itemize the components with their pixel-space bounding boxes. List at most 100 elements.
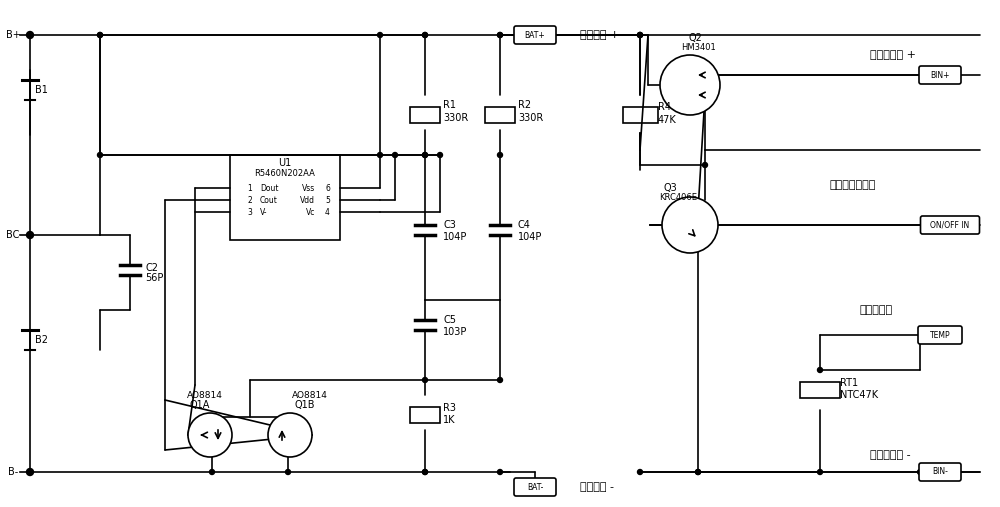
Circle shape — [188, 413, 232, 457]
Circle shape — [498, 32, 503, 38]
Bar — [800, 382, 840, 398]
Text: Q1A: Q1A — [190, 400, 210, 410]
Text: C2: C2 — [145, 263, 158, 273]
Text: Q3: Q3 — [663, 183, 677, 193]
Circle shape — [638, 32, 642, 38]
Text: 温度检测脚: 温度检测脚 — [860, 305, 893, 315]
Bar — [485, 107, 515, 123]
Text: U1: U1 — [278, 158, 292, 168]
Circle shape — [210, 469, 215, 475]
Text: Vdd: Vdd — [300, 196, 315, 204]
Bar — [410, 107, 440, 123]
Text: 103P: 103P — [443, 327, 467, 337]
FancyBboxPatch shape — [920, 216, 979, 234]
Text: 6: 6 — [325, 184, 330, 193]
Circle shape — [422, 378, 428, 382]
Text: RT1: RT1 — [840, 378, 858, 388]
Text: 1K: 1K — [443, 415, 456, 425]
Circle shape — [422, 469, 428, 475]
Circle shape — [638, 32, 642, 38]
Circle shape — [286, 469, 291, 475]
Text: ON/OFF IN: ON/OFF IN — [930, 221, 970, 230]
Circle shape — [378, 32, 383, 38]
Text: 47K: 47K — [658, 115, 677, 125]
Circle shape — [392, 153, 398, 158]
Text: B1: B1 — [35, 85, 48, 95]
Text: 1: 1 — [247, 184, 252, 193]
Text: B-: B- — [8, 467, 18, 477]
Circle shape — [422, 469, 428, 475]
Text: 56P: 56P — [145, 273, 163, 283]
Text: NTC47K: NTC47K — [840, 390, 878, 400]
Text: R3: R3 — [443, 403, 456, 413]
Text: Q2: Q2 — [688, 33, 702, 43]
Circle shape — [817, 368, 822, 373]
Circle shape — [27, 31, 34, 39]
Text: KRC406E: KRC406E — [659, 193, 697, 201]
Text: BAT-: BAT- — [527, 483, 543, 491]
Circle shape — [498, 153, 503, 158]
Text: 2: 2 — [247, 196, 252, 204]
Circle shape — [638, 32, 642, 38]
Text: AO8814: AO8814 — [187, 390, 223, 400]
Circle shape — [98, 153, 103, 158]
Circle shape — [28, 32, 33, 38]
Circle shape — [917, 469, 922, 475]
Text: 电池充电口 -: 电池充电口 - — [870, 450, 911, 460]
Circle shape — [422, 32, 428, 38]
FancyBboxPatch shape — [514, 478, 556, 496]
Text: V-: V- — [260, 207, 268, 216]
Text: R4: R4 — [658, 102, 671, 112]
Circle shape — [27, 468, 34, 476]
Text: BAT+: BAT+ — [525, 30, 545, 40]
Circle shape — [696, 469, 700, 475]
Text: AO8814: AO8814 — [292, 390, 328, 400]
Text: C5: C5 — [443, 315, 456, 325]
Text: HM3401: HM3401 — [681, 43, 715, 52]
Circle shape — [27, 232, 34, 238]
Circle shape — [498, 469, 503, 475]
Text: 控制脚接正打开: 控制脚接正打开 — [830, 180, 876, 190]
Text: C4: C4 — [518, 220, 531, 230]
Circle shape — [498, 378, 503, 382]
Circle shape — [422, 153, 428, 158]
Text: C3: C3 — [443, 220, 456, 230]
Circle shape — [817, 469, 822, 475]
Circle shape — [98, 32, 103, 38]
Circle shape — [268, 413, 312, 457]
Text: 电池输出 +: 电池输出 + — [580, 30, 619, 40]
Text: 5: 5 — [325, 196, 330, 204]
Text: 330R: 330R — [443, 113, 468, 123]
Bar — [410, 407, 440, 423]
Text: 104P: 104P — [443, 232, 467, 242]
Bar — [230, 155, 340, 240]
Text: B2: B2 — [35, 335, 48, 345]
Circle shape — [660, 55, 720, 115]
Circle shape — [422, 32, 428, 38]
FancyBboxPatch shape — [514, 26, 556, 44]
Text: R5460N202AA: R5460N202AA — [255, 168, 315, 177]
Circle shape — [378, 153, 383, 158]
Circle shape — [98, 32, 103, 38]
Circle shape — [28, 469, 33, 475]
Text: TEMP: TEMP — [930, 331, 950, 340]
Text: Vc: Vc — [306, 207, 315, 216]
Circle shape — [422, 153, 428, 158]
Text: R1: R1 — [443, 100, 456, 110]
Text: 104P: 104P — [518, 232, 542, 242]
Text: B+: B+ — [6, 30, 20, 40]
Bar — [622, 107, 658, 123]
Text: Q1B: Q1B — [295, 400, 315, 410]
FancyBboxPatch shape — [919, 66, 961, 84]
Text: Vss: Vss — [302, 184, 315, 193]
Text: 4: 4 — [325, 207, 330, 216]
Text: BC: BC — [6, 230, 20, 240]
Text: 330R: 330R — [518, 113, 543, 123]
Text: Cout: Cout — [260, 196, 278, 204]
Circle shape — [662, 197, 718, 253]
Text: R2: R2 — [518, 100, 531, 110]
Text: BIN+: BIN+ — [930, 70, 950, 80]
Circle shape — [702, 163, 708, 167]
FancyBboxPatch shape — [918, 326, 962, 344]
Text: BIN-: BIN- — [932, 467, 948, 477]
